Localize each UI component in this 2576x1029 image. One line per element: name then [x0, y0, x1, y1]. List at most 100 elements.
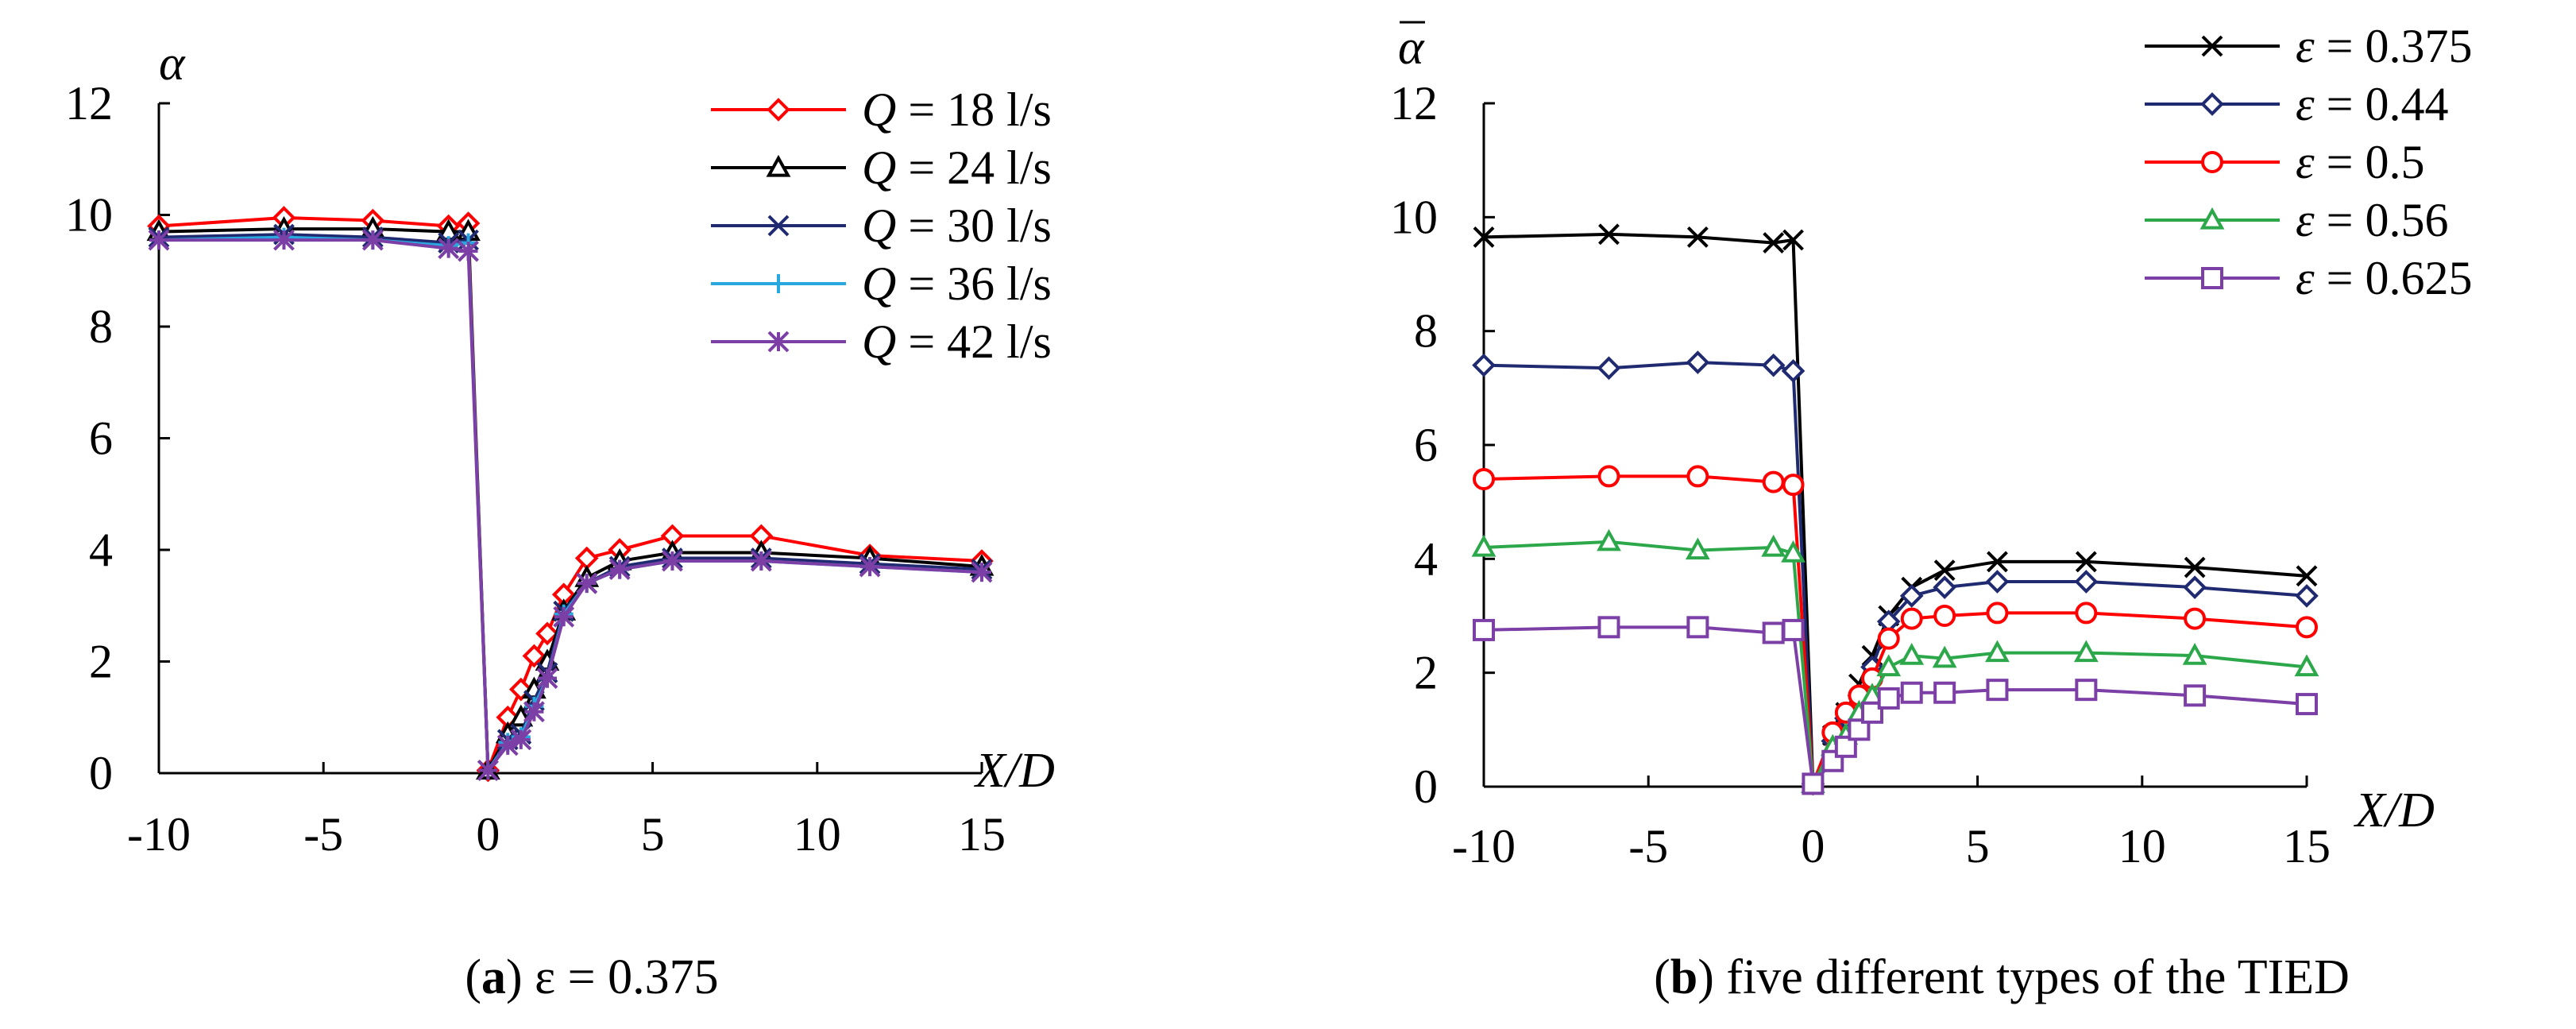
data-point-b-0: [2296, 565, 2318, 587]
x-tick-label-b: 10: [2118, 820, 2166, 872]
legend-entry-b-2: ε = 0.5: [2145, 136, 2425, 188]
x-tick-label-a: -10: [127, 808, 191, 861]
data-point-b-0: [2075, 551, 2097, 573]
y-tick-label-b: 0: [1414, 760, 1438, 813]
data-point-b-4: [2296, 693, 2318, 716]
data-point-a-4: [608, 559, 631, 581]
legend-symbol: ε: [2296, 136, 2315, 188]
data-point-b-2: [1986, 602, 2009, 625]
data-point-b-4: [1686, 616, 1709, 639]
data-point-a-4: [148, 229, 170, 251]
data-point-a-4: [523, 701, 545, 723]
data-point-b-2: [2075, 602, 2098, 625]
series-line-b-3: [1483, 540, 2308, 786]
legend-label-b-3: ε = 0.56: [2296, 194, 2449, 246]
legend-value: = 18 l/s: [896, 83, 1052, 136]
x-tick-label-a: 15: [958, 808, 1006, 861]
data-point-b-3: [1985, 640, 2010, 663]
data-point-a-4: [361, 229, 384, 251]
data-point-b-4: [1597, 616, 1620, 639]
data-point-b-4: [2075, 679, 2098, 702]
data-point-b-4: [1900, 681, 1923, 704]
data-point-b-3: [2182, 643, 2207, 665]
data-point-b-1: [2074, 570, 2099, 594]
legend-symbol: ε: [2296, 194, 2315, 246]
series-line-a-0: [158, 216, 983, 772]
caption-paren: ): [506, 950, 523, 1004]
data-point-b-2: [1686, 465, 1709, 488]
series-line-a-4: [159, 238, 983, 772]
data-point-b-1: [1781, 359, 1806, 383]
data-point-a-4: [458, 240, 479, 262]
series-b-2: [1473, 465, 2318, 795]
y-tick-label-b: 4: [1414, 532, 1438, 585]
y-tick-label-a: 10: [65, 189, 113, 242]
caption-letter: b: [1670, 950, 1697, 1004]
data-point-b-1: [1761, 353, 1786, 377]
x-axis-label-a: X/D: [973, 744, 1055, 798]
legend-label-b-2: ε = 0.5: [2296, 136, 2425, 188]
data-point-b-3: [1932, 645, 1957, 668]
data-point-b-2: [2184, 607, 2207, 630]
data-point-a-4: [662, 550, 683, 572]
legend-marker-a-3: [769, 274, 788, 293]
legend-entry-a-0: Q = 18 l/s: [711, 83, 1052, 136]
legend-symbol: Q: [862, 141, 896, 194]
data-point-b-4: [1986, 679, 2009, 702]
data-point-b-4: [1848, 718, 1871, 741]
data-point-a-0: [522, 644, 546, 668]
data-point-b-4: [1782, 618, 1805, 641]
legend-marker-a-4: [767, 331, 790, 353]
y-tick-label-b: 8: [1414, 305, 1438, 358]
legend-value: = 0.625: [2315, 252, 2473, 304]
legend-marker-b-3: [2199, 207, 2225, 230]
data-point-a-4: [536, 667, 558, 689]
data-point-a-4: [438, 238, 460, 260]
legend-symbol: ε: [2296, 20, 2315, 72]
data-point-b-1: [1899, 584, 1924, 608]
x-tick-label-b: 15: [2283, 820, 2331, 872]
caption-text: five different types of the TIED: [1714, 950, 2350, 1004]
legend-symbol: Q: [862, 315, 896, 368]
data-point-b-2: [2296, 616, 2318, 639]
y-axis-label-a: α: [159, 37, 186, 91]
y-tick-label-a: 8: [89, 300, 113, 353]
x-axis-label-b: X/D: [2353, 783, 2435, 838]
legend-label-a-3: Q = 36 l/s: [862, 257, 1052, 310]
legend-entry-a-2: Q = 30 l/s: [711, 199, 1052, 252]
legend-value: = 0.5: [2315, 136, 2425, 188]
data-point-a-4: [576, 572, 598, 594]
data-point-b-1: [1597, 356, 1621, 381]
data-point-b-3: [1781, 540, 1806, 563]
legend-symbol: Q: [862, 199, 896, 252]
legend-entry-b-4: ε = 0.625: [2145, 252, 2473, 304]
legend-marker-b-2: [2201, 151, 2223, 173]
legend-value: = 42 l/s: [896, 315, 1052, 368]
series-line-b-1: [1483, 361, 2308, 786]
legend-value: = 0.375: [2315, 20, 2473, 72]
data-point-b-0: [1473, 226, 1495, 248]
y-axis-label-b: α: [1398, 21, 1425, 75]
y-tick-label-b: 12: [1390, 77, 1438, 130]
data-point-b-4: [1821, 749, 1844, 772]
legend-value: = 30 l/s: [896, 199, 1052, 252]
data-point-b-2: [1933, 605, 1956, 627]
data-point-a-0: [574, 546, 599, 571]
legend-marker-b-4: [2201, 267, 2223, 289]
y-tick-label-a: 2: [89, 636, 113, 688]
legend-label-b-4: ε = 0.625: [2296, 252, 2473, 304]
legend-symbol: ε: [2296, 78, 2315, 130]
x-tick-label-b: 5: [1966, 820, 1990, 872]
data-point-b-2: [1473, 468, 1495, 490]
legend-label-b-1: ε = 0.44: [2296, 78, 2449, 130]
data-point-b-3: [1899, 643, 1925, 665]
data-point-a-4: [496, 734, 519, 756]
y-tick-label-b: 6: [1414, 419, 1438, 471]
x-tick-label-b: 0: [1801, 820, 1825, 872]
legend-value: = 36 l/s: [896, 257, 1052, 310]
data-point-b-4: [1802, 772, 1825, 795]
y-tick-label-a: 12: [65, 77, 113, 130]
data-point-b-1: [1686, 350, 1710, 374]
